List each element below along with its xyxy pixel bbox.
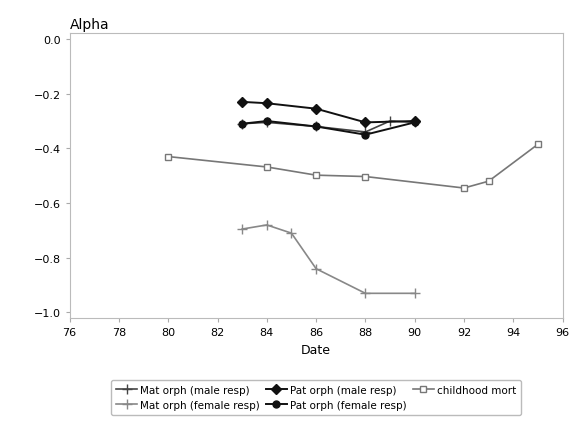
- Mat orph (female resp): [313, 267, 320, 272]
- childhood mort: [534, 142, 541, 147]
- Pat orph (male resp): [239, 100, 246, 105]
- Line: Pat orph (female resp): Pat orph (female resp): [239, 118, 418, 139]
- childhood mort: [263, 165, 270, 170]
- Pat orph (female resp): [263, 119, 270, 124]
- Pat orph (male resp): [263, 101, 270, 107]
- Pat orph (female resp): [411, 120, 418, 126]
- Mat orph (male resp): [263, 120, 270, 126]
- Mat orph (male resp): [411, 120, 418, 126]
- Mat orph (male resp): [387, 119, 394, 124]
- Pat orph (female resp): [239, 122, 246, 127]
- Line: Pat orph (male resp): Pat orph (male resp): [239, 99, 418, 126]
- Mat orph (male resp): [313, 125, 320, 130]
- Mat orph (female resp): [288, 231, 295, 236]
- Mat orph (male resp): [239, 122, 246, 127]
- childhood mort: [362, 175, 369, 180]
- X-axis label: Date: Date: [301, 343, 331, 356]
- Text: Alpha: Alpha: [70, 18, 109, 32]
- childhood mort: [485, 179, 492, 184]
- Line: childhood mort: childhood mort: [165, 141, 541, 192]
- Mat orph (female resp): [239, 227, 246, 232]
- Line: Mat orph (male resp): Mat orph (male resp): [237, 117, 419, 138]
- Pat orph (male resp): [313, 107, 320, 112]
- Pat orph (female resp): [362, 133, 369, 138]
- Mat orph (male resp): [362, 130, 369, 135]
- Line: Mat orph (female resp): Mat orph (female resp): [237, 221, 419, 298]
- Pat orph (female resp): [313, 125, 320, 130]
- Legend: Mat orph (male resp), Mat orph (female resp), Pat orph (male resp), Pat orph (fe: Mat orph (male resp), Mat orph (female r…: [111, 380, 521, 415]
- Mat orph (female resp): [263, 223, 270, 228]
- childhood mort: [165, 155, 172, 160]
- Pat orph (male resp): [362, 120, 369, 126]
- Pat orph (male resp): [411, 119, 418, 124]
- childhood mort: [461, 186, 467, 191]
- Mat orph (female resp): [411, 291, 418, 296]
- Mat orph (female resp): [362, 291, 369, 296]
- childhood mort: [313, 173, 320, 178]
